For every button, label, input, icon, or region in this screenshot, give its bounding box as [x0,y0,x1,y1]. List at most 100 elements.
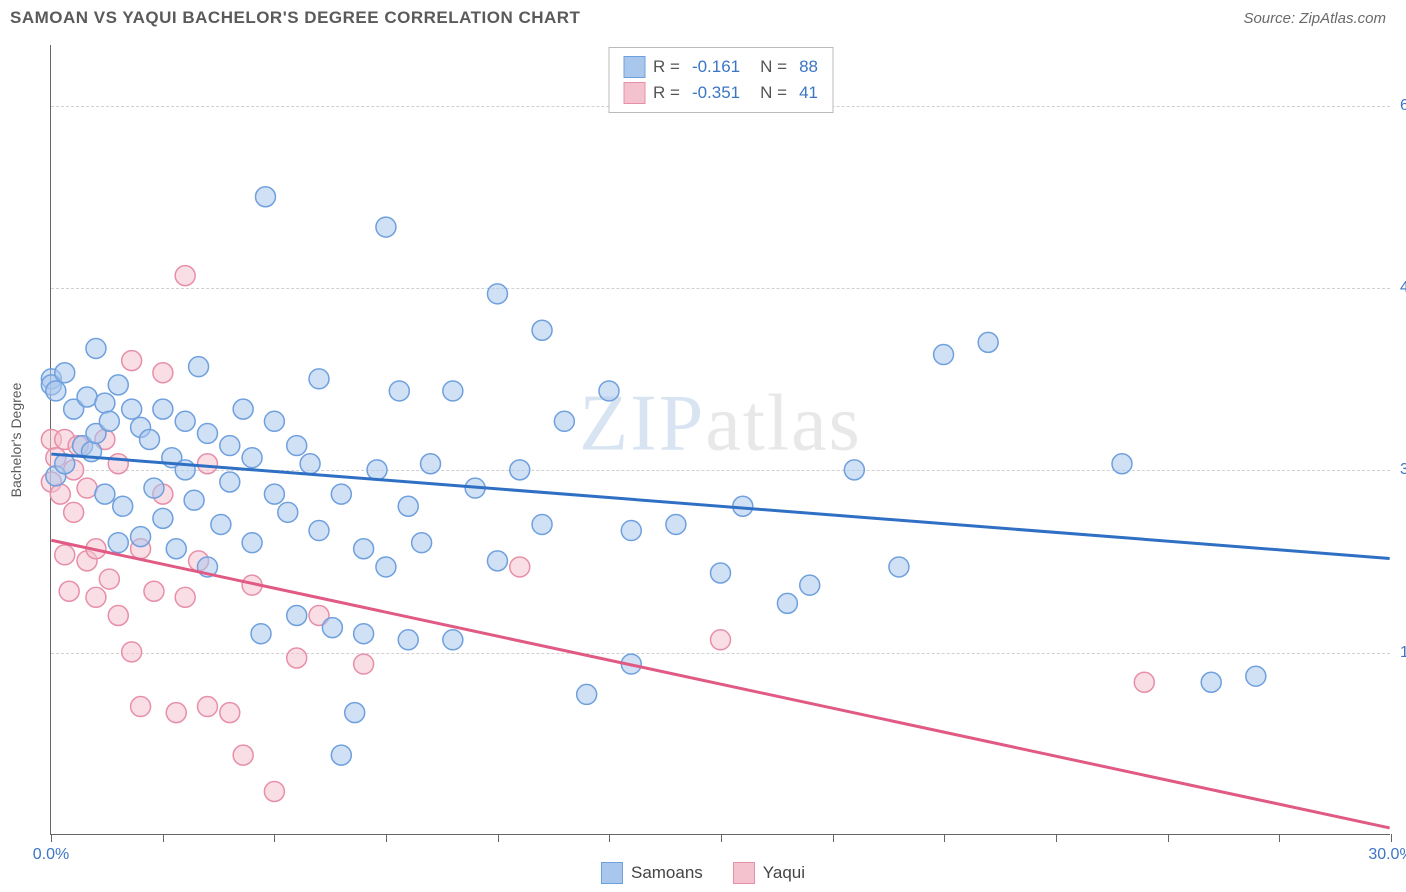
scatter-point [354,539,374,559]
scatter-point [59,581,79,601]
blue-swatch-icon [601,862,623,884]
scatter-point [122,351,142,371]
x-tick [1391,834,1392,842]
blue-swatch-icon [623,56,645,78]
scatter-point [376,557,396,577]
scatter-point [131,697,151,717]
scatter-point [398,496,418,516]
legend-n-value: 88 [799,57,818,77]
scatter-point [331,484,351,504]
scatter-point [309,369,329,389]
scatter-point [309,521,329,541]
legend-r-label: R = [653,57,680,77]
scatter-point [577,684,597,704]
scatter-point [287,648,307,668]
scatter-point [175,266,195,286]
scatter-point [510,460,530,480]
scatter-point [131,527,151,547]
legend-r-value: -0.351 [692,83,740,103]
x-tick [163,834,164,842]
scatter-point [197,697,217,717]
scatter-point [367,460,387,480]
scatter-point [86,587,106,607]
x-tick [274,834,275,842]
chart-area: Bachelor's Degree ZIPatlas R =-0.161N =8… [50,45,1390,835]
chart-title: SAMOAN VS YAQUI BACHELOR'S DEGREE CORREL… [10,8,580,28]
scatter-point [389,381,409,401]
scatter-point [264,411,284,431]
scatter-point [220,472,240,492]
scatter-point [95,484,115,504]
scatter-point [532,514,552,534]
y-tick-label: 60.0% [1400,97,1406,115]
legend-top-row: R =-0.161N =88 [623,54,818,80]
pink-swatch-icon [733,862,755,884]
legend-r-value: -0.161 [692,57,740,77]
scatter-point [122,642,142,662]
scatter-point [153,508,173,528]
scatter-point [175,411,195,431]
legend-r-label: R = [653,83,680,103]
legend-series-label: Samoans [631,863,703,883]
scatter-point [354,654,374,674]
scatter-point [55,545,75,565]
scatter-point [844,460,864,480]
scatter-point [255,187,275,207]
x-tick [51,834,52,842]
y-tick-label: 45.0% [1400,279,1406,297]
scatter-point [345,703,365,723]
scatter-point [264,782,284,802]
scatter-point [287,606,307,626]
legend-n-value: 41 [799,83,818,103]
x-tick [1168,834,1169,842]
scatter-point [1246,666,1266,686]
scatter-point [144,478,164,498]
scatter-point [99,411,119,431]
scatter-point [113,496,133,516]
y-axis-label: Bachelor's Degree [8,382,24,497]
chart-source: Source: ZipAtlas.com [1243,10,1386,27]
scatter-point [242,533,262,553]
scatter-point [421,454,441,474]
pink-swatch-icon [623,82,645,104]
scatter-point [398,630,418,650]
scatter-point [599,381,619,401]
x-tick-label: 0.0% [33,846,69,864]
legend-top: R =-0.161N =88R =-0.351N =41 [608,47,833,113]
scatter-point [77,387,97,407]
y-tick-label: 15.0% [1400,644,1406,662]
legend-bottom: Samoans Yaqui [601,862,805,884]
scatter-point [711,563,731,583]
scatter-point [153,363,173,383]
scatter-point [108,375,128,395]
scatter-point [64,502,84,522]
x-tick [1279,834,1280,842]
scatter-point [443,381,463,401]
legend-bottom-item: Yaqui [733,862,805,884]
scatter-point [122,399,142,419]
scatter-point [322,618,342,638]
scatter-point [184,490,204,510]
legend-bottom-item: Samoans [601,862,703,884]
scatter-point [287,436,307,456]
scatter-point [777,593,797,613]
scatter-point [621,521,641,541]
scatter-point [86,338,106,358]
scatter-point [300,454,320,474]
scatter-point [175,587,195,607]
scatter-point [197,423,217,443]
scatter-point [99,569,119,589]
scatter-point [108,454,128,474]
scatter-point [443,630,463,650]
scatter-point [50,484,70,504]
scatter-point [711,630,731,650]
scatter-point [242,448,262,468]
scatter-point [354,624,374,644]
scatter-point [978,332,998,352]
legend-top-row: R =-0.351N =41 [623,80,818,106]
scatter-point [251,624,271,644]
scatter-point [233,745,253,765]
scatter-point [889,557,909,577]
x-tick [1056,834,1057,842]
scatter-point [800,575,820,595]
